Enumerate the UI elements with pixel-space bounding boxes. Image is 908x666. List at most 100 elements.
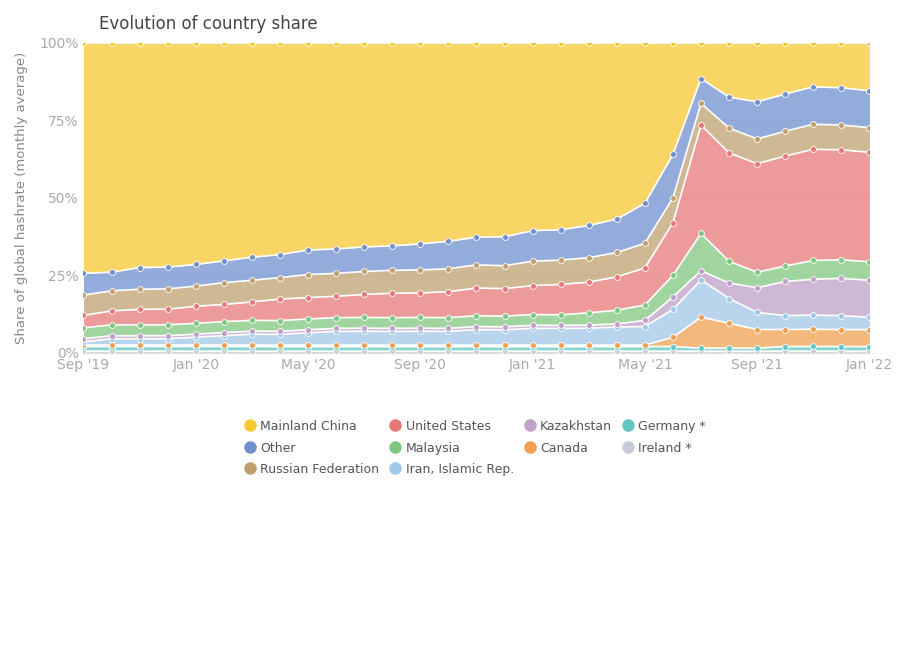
Point xyxy=(76,334,91,344)
Point xyxy=(357,37,371,48)
Point xyxy=(301,292,315,303)
Point xyxy=(553,310,568,320)
Point xyxy=(863,275,877,286)
Point xyxy=(385,341,400,352)
Point xyxy=(385,340,400,350)
Point xyxy=(694,343,708,354)
Point xyxy=(161,304,175,314)
Point xyxy=(357,346,371,356)
Point xyxy=(357,341,371,352)
Point xyxy=(161,284,175,294)
Point xyxy=(189,340,203,350)
Point xyxy=(694,73,708,84)
Point xyxy=(76,268,91,278)
Point xyxy=(834,254,849,265)
Point xyxy=(301,328,315,338)
Point xyxy=(301,340,315,350)
Point xyxy=(413,264,428,275)
Point xyxy=(750,134,765,145)
Y-axis label: Share of global hashrate (monthly average): Share of global hashrate (monthly averag… xyxy=(15,52,28,344)
Point xyxy=(189,301,203,312)
Point xyxy=(526,256,540,266)
Point xyxy=(357,312,371,323)
Point xyxy=(385,288,400,298)
Point xyxy=(469,282,484,293)
Point xyxy=(553,224,568,235)
Point xyxy=(581,37,596,48)
Point xyxy=(498,260,512,271)
Point xyxy=(581,220,596,230)
Point xyxy=(441,326,456,337)
Point xyxy=(498,37,512,48)
Point xyxy=(133,340,147,350)
Point xyxy=(553,323,568,334)
Point xyxy=(609,214,624,224)
Point xyxy=(469,232,484,242)
Point xyxy=(413,326,428,336)
Point xyxy=(244,37,259,48)
Point xyxy=(834,83,849,93)
Point xyxy=(244,341,259,352)
Point xyxy=(244,252,259,262)
Point xyxy=(301,314,315,324)
Point xyxy=(441,312,456,323)
Point xyxy=(526,37,540,48)
Point xyxy=(272,294,287,304)
Point xyxy=(498,340,512,350)
Point xyxy=(863,312,877,322)
Point xyxy=(329,346,343,356)
Point xyxy=(413,341,428,352)
Point xyxy=(863,256,877,267)
Point xyxy=(806,119,821,130)
Point xyxy=(329,326,343,337)
Point xyxy=(161,330,175,341)
Point xyxy=(694,228,708,239)
Point xyxy=(469,321,484,332)
Point xyxy=(357,242,371,252)
Point xyxy=(778,341,793,352)
Point xyxy=(722,37,736,48)
Point xyxy=(76,346,91,356)
Point xyxy=(553,279,568,290)
Point xyxy=(526,323,540,334)
Point xyxy=(722,343,736,354)
Point xyxy=(609,346,624,356)
Point xyxy=(385,240,400,251)
Point xyxy=(778,276,793,287)
Point xyxy=(217,330,232,341)
Point xyxy=(526,340,540,350)
Point xyxy=(441,286,456,297)
Point xyxy=(133,284,147,294)
Point xyxy=(413,288,428,298)
Point xyxy=(217,316,232,327)
Point xyxy=(413,312,428,323)
Point xyxy=(806,341,821,352)
Point xyxy=(666,292,680,302)
Point xyxy=(104,37,119,48)
Point xyxy=(637,198,652,208)
Point xyxy=(441,346,456,356)
Point xyxy=(189,37,203,48)
Point xyxy=(244,326,259,336)
Point xyxy=(609,305,624,316)
Point xyxy=(609,247,624,258)
Point xyxy=(806,37,821,48)
Point xyxy=(104,286,119,296)
Point xyxy=(244,346,259,356)
Point xyxy=(694,274,708,285)
Point xyxy=(609,322,624,332)
Point xyxy=(133,37,147,48)
Point xyxy=(553,37,568,48)
Point xyxy=(385,312,400,323)
Point xyxy=(272,341,287,352)
Point xyxy=(301,341,315,352)
Point xyxy=(469,341,484,352)
Point xyxy=(750,97,765,107)
Point xyxy=(385,265,400,276)
Point xyxy=(469,37,484,48)
Point xyxy=(161,37,175,48)
Point xyxy=(133,346,147,356)
Point xyxy=(863,324,877,335)
Point xyxy=(413,37,428,48)
Point xyxy=(806,81,821,92)
